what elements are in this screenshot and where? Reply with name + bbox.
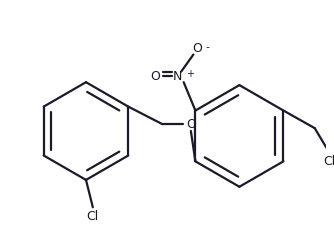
Text: O: O [192, 42, 202, 55]
Text: +: + [186, 69, 194, 79]
Text: Cl: Cl [87, 210, 99, 223]
Text: Cl: Cl [323, 155, 334, 168]
Text: O: O [150, 70, 160, 83]
Text: O: O [186, 118, 196, 131]
Text: N: N [173, 70, 182, 83]
Text: -: - [205, 42, 209, 52]
